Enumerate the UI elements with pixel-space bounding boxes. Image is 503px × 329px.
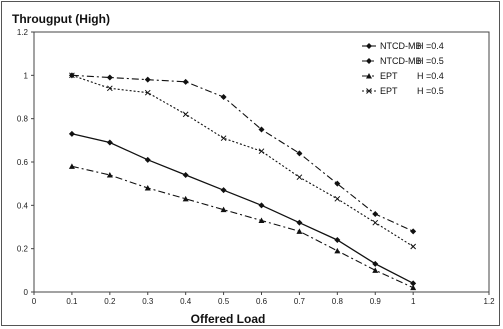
data-point [410, 280, 417, 287]
data-point [410, 284, 417, 291]
data-point [106, 74, 113, 81]
data-point [410, 243, 417, 250]
legend-h-value: H =0.4 [417, 41, 444, 51]
legend-series-name: NTCD-MB [380, 41, 422, 51]
data-point [334, 180, 341, 187]
y-tick-label: 0.4 [17, 201, 29, 210]
series-line [71, 74, 414, 247]
x-tick-label: 0.3 [142, 297, 154, 306]
data-point [144, 185, 151, 191]
data-point [372, 219, 379, 226]
legend-h-value: H =0.5 [417, 86, 444, 96]
legend-entry: EPT H =0.5 [362, 86, 444, 96]
x-tick-label: 0.4 [180, 297, 192, 306]
data-point [144, 76, 151, 83]
x-axis-ticks: 0 0.1 0.2 0.3 0.4 0.5 0.6 0.7 0.8 0.9 1 1.2 [32, 292, 495, 306]
series-2 [68, 72, 417, 235]
data-point [258, 217, 265, 223]
x-tick-label: 0.9 [370, 297, 382, 306]
data-point [372, 267, 379, 273]
legend-series-name: EPT [380, 86, 398, 96]
x-tick-label: 0.1 [66, 297, 78, 306]
series-line [71, 74, 414, 232]
legend-marker [366, 88, 372, 94]
data-point [296, 219, 303, 226]
chart-title: Througput (High) [12, 12, 110, 26]
series-line [71, 165, 414, 289]
data-point [372, 260, 379, 267]
data-point [182, 195, 189, 202]
data-point [334, 247, 341, 254]
data-point [220, 187, 227, 194]
x-tick-label: 0.7 [294, 297, 306, 306]
y-tick-label: 0.2 [17, 245, 29, 254]
data-point [106, 172, 113, 178]
series-4 [69, 72, 417, 250]
chart-frame [1, 1, 500, 326]
data-point [220, 135, 227, 142]
y-tick-label: 0 [24, 288, 29, 297]
data-point [334, 237, 341, 243]
legend-h-value: H =0.5 [417, 56, 444, 66]
legend-series-name: EPT [380, 71, 398, 81]
legend-entry: EPT H =0.4 [362, 71, 444, 81]
x-tick-label: 0 [32, 297, 37, 306]
series-1 [68, 130, 417, 287]
x-tick-label: 0.6 [256, 297, 268, 306]
legend-marker [366, 43, 372, 49]
x-tick-label: 1 [411, 297, 416, 306]
data-point [144, 89, 151, 96]
data-point [410, 228, 417, 235]
x-tick-label: 1.2 [483, 297, 495, 306]
data-point [182, 172, 189, 178]
data-point [106, 139, 113, 146]
data-point [296, 228, 303, 234]
legend-h-value: H =0.4 [417, 71, 444, 81]
y-tick-label: 0.6 [17, 158, 29, 167]
data-point [144, 156, 151, 163]
data-point [372, 211, 379, 217]
series-line [71, 133, 414, 284]
series-lines [68, 72, 417, 291]
x-tick-label: 0.8 [332, 297, 344, 306]
data-point [106, 85, 113, 92]
data-point [296, 150, 303, 157]
data-point [258, 126, 265, 133]
legend-marker [366, 58, 372, 64]
y-tick-label: 1 [24, 71, 29, 80]
data-point [220, 94, 227, 100]
legend-entry: NTCD-MBH =0.5 [362, 56, 444, 66]
data-point [69, 72, 75, 79]
series-3 [68, 163, 417, 291]
data-point [182, 78, 189, 85]
data-point [220, 206, 227, 213]
legend-entry: NTCD-MBH =0.4 [362, 41, 444, 51]
data-point [296, 174, 303, 181]
legend-series-name: NTCD-MB [380, 56, 422, 66]
legend-marker [366, 73, 372, 79]
x-axis-label: Offered Load [191, 312, 266, 326]
data-point [68, 163, 75, 169]
y-tick-label: 1.2 [17, 28, 29, 37]
data-point [334, 195, 341, 202]
data-point [258, 148, 265, 155]
y-tick-label: 0.8 [17, 115, 29, 124]
data-point [258, 202, 265, 209]
x-tick-label: 0.2 [104, 297, 116, 306]
data-point [68, 130, 75, 137]
y-axis-ticks: 0 0.2 0.4 0.6 0.8 1 1.2 [17, 28, 34, 297]
x-tick-label: 0.5 [218, 297, 230, 306]
data-point [182, 111, 189, 118]
